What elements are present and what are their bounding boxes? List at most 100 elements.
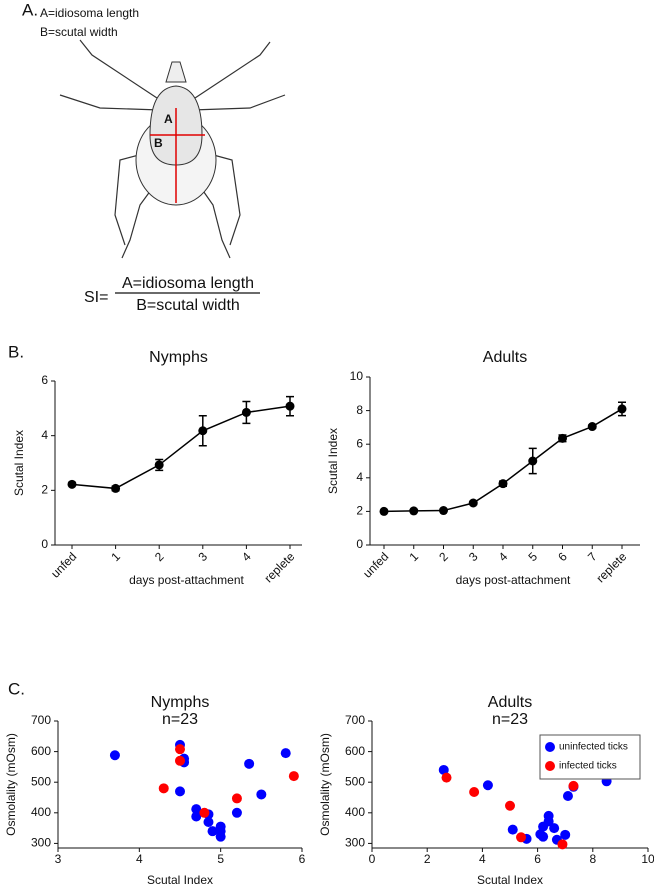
- point: [439, 506, 448, 516]
- point: [507, 824, 518, 835]
- point: [557, 839, 568, 850]
- x-tick-label: unfed: [360, 549, 391, 580]
- point: [175, 755, 185, 766]
- point: [468, 498, 478, 508]
- point: [207, 826, 218, 837]
- tick-illustration: [59, 39, 286, 259]
- y-tick-label: 0: [41, 537, 48, 551]
- point: [528, 456, 538, 466]
- point: [538, 831, 549, 842]
- x-tick-label: 3: [196, 549, 211, 564]
- point: [441, 772, 452, 783]
- x-tick-label: 5: [217, 852, 224, 866]
- x-tick-label: 3: [55, 852, 62, 866]
- x-tick-label: 4: [136, 852, 143, 866]
- chart-title: Nymphs: [151, 694, 210, 711]
- y-tick-label: 300: [345, 836, 365, 850]
- y-tick-label: 6: [41, 373, 48, 387]
- y-tick-label: 500: [345, 774, 365, 788]
- x-tick-label: 4: [479, 852, 486, 866]
- legend-text: B=scutal width: [40, 25, 118, 39]
- y-tick-label: 6: [356, 436, 363, 450]
- panel-label: B.: [8, 342, 24, 361]
- point: [560, 829, 571, 840]
- chart-subtitle: n=23: [492, 711, 528, 728]
- legend-box: [539, 734, 641, 780]
- y-tick-label: 2: [356, 504, 363, 518]
- y-tick-label: 4: [41, 428, 48, 442]
- point: [158, 783, 169, 794]
- y-tick-label: 10: [350, 369, 364, 383]
- y-tick-label: 700: [31, 713, 51, 727]
- x-tick-label: 1: [108, 549, 123, 564]
- x-tick-label: 2: [152, 549, 167, 564]
- x-axis-label: Scutal Index: [477, 873, 543, 887]
- y-tick-label: 8: [356, 403, 363, 417]
- x-tick-label: 8: [589, 852, 596, 866]
- point: [285, 401, 295, 411]
- point: [198, 426, 208, 436]
- point: [549, 823, 560, 834]
- point: [543, 816, 554, 827]
- x-tick-label: replete: [262, 549, 298, 585]
- x-tick-label: 10: [641, 852, 654, 866]
- point: [67, 479, 77, 489]
- legend-text: A=idiosoma length: [40, 6, 139, 20]
- x-tick-label: 4: [496, 549, 511, 564]
- chart-title: Adults: [483, 349, 527, 366]
- point: [256, 789, 267, 800]
- point: [482, 780, 493, 791]
- x-axis-label: Scutal Index: [147, 873, 213, 887]
- x-tick-label: 6: [534, 852, 541, 866]
- point: [568, 780, 579, 791]
- x-axis-label: days post-attachment: [129, 573, 244, 587]
- point: [199, 807, 210, 818]
- point: [203, 816, 214, 827]
- y-axis-label: Osmolality (mOsm): [318, 733, 332, 836]
- x-tick-label: 0: [369, 852, 376, 866]
- formula-denominator: B=scutal width: [136, 297, 240, 314]
- point: [516, 832, 527, 843]
- x-axis-label: days post-attachment: [456, 573, 571, 587]
- y-tick-label: 600: [345, 744, 365, 758]
- panel-label: A.: [22, 0, 38, 19]
- x-tick-label: 2: [424, 852, 431, 866]
- point: [438, 764, 449, 775]
- y-tick-label: 400: [345, 805, 365, 819]
- x-tick-label: unfed: [48, 549, 79, 580]
- point: [231, 793, 242, 804]
- point: [379, 506, 389, 516]
- point: [111, 483, 121, 493]
- point: [109, 750, 120, 761]
- y-tick-label: 0: [356, 537, 363, 551]
- x-tick-label: replete: [594, 549, 630, 585]
- x-tick-label: 4: [239, 549, 254, 564]
- chart-title: Adults: [488, 694, 532, 711]
- point: [280, 748, 291, 759]
- panel-label: C.: [8, 679, 25, 698]
- line: [383, 408, 623, 513]
- point: [469, 786, 480, 797]
- legend-marker: [545, 761, 555, 771]
- chart-title: Nymphs: [149, 349, 208, 366]
- x-tick-label: 5: [525, 549, 540, 564]
- illustration-label: B: [154, 136, 163, 150]
- point: [558, 433, 567, 443]
- x-tick-label: 6: [299, 852, 306, 866]
- illustration-label: A: [164, 112, 173, 126]
- x-tick-label: 1: [406, 549, 421, 564]
- chart-subtitle: n=23: [162, 711, 198, 728]
- line: [71, 405, 291, 490]
- x-tick-label: 3: [466, 549, 481, 564]
- legend-label: uninfected ticks: [559, 742, 628, 753]
- y-tick-label: 4: [356, 470, 363, 484]
- point: [191, 811, 202, 822]
- point: [231, 807, 242, 818]
- y-tick-label: 300: [31, 836, 51, 850]
- point: [215, 831, 226, 842]
- point: [587, 422, 597, 432]
- point: [191, 804, 202, 815]
- point: [244, 758, 255, 769]
- point: [505, 800, 515, 811]
